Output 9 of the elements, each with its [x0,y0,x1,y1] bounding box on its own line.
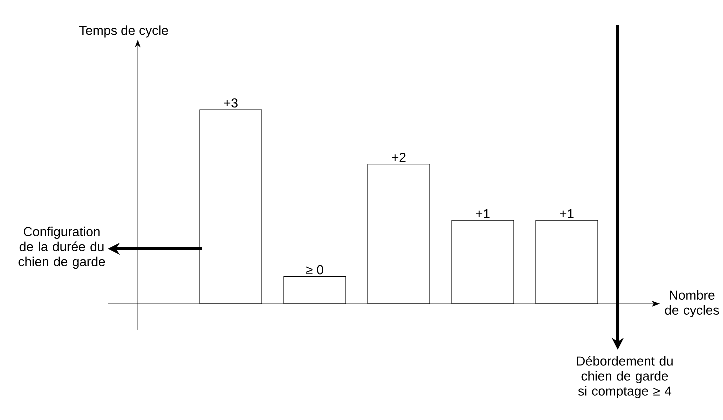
text: Débordement du chien de garde si comptage ≥ 4 [577,356,673,398]
annotation: +2 [392,153,406,162]
text: Configuration de la durée du chien de garde [18,226,106,270]
text: +3 [224,98,238,108]
x-axis-title: Nombre de cycles [665,290,720,318]
text: Temps de cycle [80,26,168,38]
annotation: +1 [476,209,490,218]
annotation: ≥ 0 [306,265,324,275]
annotation: +1 [560,209,574,218]
